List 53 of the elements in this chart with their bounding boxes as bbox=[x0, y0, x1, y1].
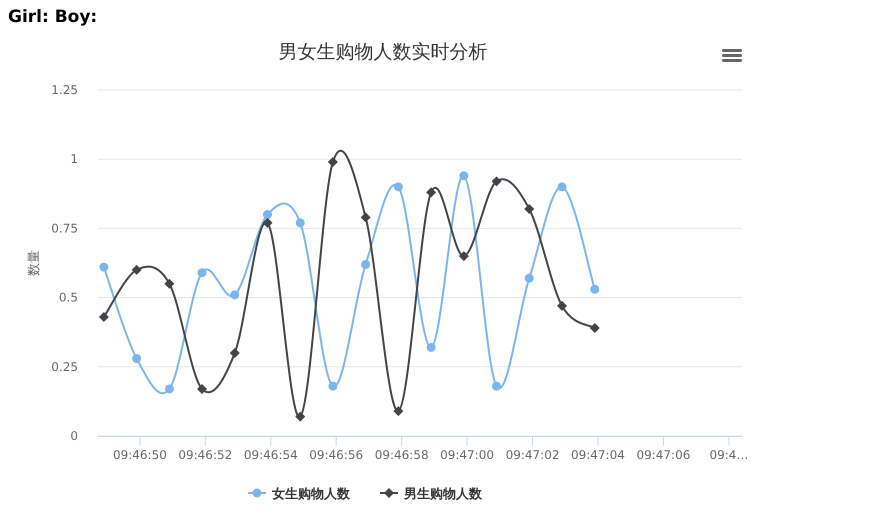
x-tick-label: 09:46:56 bbox=[309, 448, 364, 462]
point bbox=[328, 156, 338, 167]
point bbox=[230, 290, 240, 300]
x-tick-label: 09:47:00 bbox=[440, 448, 494, 462]
x-tick-label: 09:46:54 bbox=[244, 448, 298, 462]
point bbox=[361, 260, 370, 269]
y-tick-label: 0.75 bbox=[51, 221, 78, 236]
point bbox=[524, 274, 534, 283]
point bbox=[458, 251, 469, 262]
point bbox=[198, 268, 207, 278]
point bbox=[263, 210, 272, 220]
point bbox=[394, 182, 403, 192]
point bbox=[492, 382, 502, 391]
point bbox=[393, 406, 404, 416]
point bbox=[230, 348, 240, 358]
x-tick-label: 09:47:06 bbox=[636, 448, 690, 462]
y-tick-label: 1.25 bbox=[51, 83, 78, 97]
point bbox=[492, 176, 502, 186]
chart-title: 男女生购物人数实时分析 bbox=[278, 41, 488, 63]
point bbox=[557, 300, 568, 311]
point bbox=[590, 323, 600, 334]
y-tick-label: 0.25 bbox=[51, 360, 78, 374]
point bbox=[296, 218, 305, 228]
x-tick-label: 09:46:52 bbox=[178, 448, 232, 462]
y-tick-label: 0.5 bbox=[58, 290, 78, 305]
x-tick-label: 09:47:04 bbox=[570, 448, 625, 462]
point bbox=[558, 182, 567, 192]
point bbox=[590, 284, 600, 294]
point bbox=[295, 412, 306, 422]
y-tick-label: 1 bbox=[70, 152, 78, 166]
point bbox=[132, 354, 142, 363]
x-tick-label: 09:47:02 bbox=[506, 448, 560, 462]
point bbox=[99, 262, 108, 272]
point bbox=[164, 278, 174, 289]
point bbox=[197, 384, 208, 394]
point bbox=[98, 312, 109, 322]
point bbox=[360, 212, 371, 222]
point bbox=[132, 264, 142, 275]
point bbox=[426, 187, 436, 198]
point bbox=[328, 382, 338, 391]
legend-label: 男生购物人数 bbox=[403, 487, 483, 502]
text: Girl: Boy: bbox=[8, 7, 98, 27]
point bbox=[426, 342, 436, 352]
point bbox=[524, 204, 534, 214]
point bbox=[164, 384, 174, 394]
x-tick-label: 09:46:58 bbox=[374, 448, 429, 462]
legend-label: 女生购物人数 bbox=[271, 487, 351, 502]
y-axis-title: 数量 bbox=[27, 250, 42, 276]
x-tick-label: 09:46:50 bbox=[112, 448, 167, 462]
point bbox=[459, 171, 468, 180]
y-tick-label: 0 bbox=[70, 429, 78, 443]
x-tick-label: 09:4… bbox=[709, 448, 748, 462]
point bbox=[262, 218, 273, 228]
